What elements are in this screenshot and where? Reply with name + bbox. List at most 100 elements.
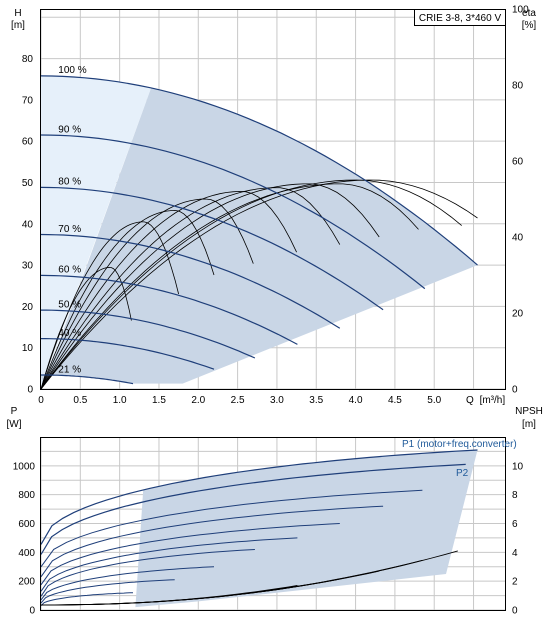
x-tick-label: 4.5 xyxy=(388,395,402,406)
head-curve-label: 60 % xyxy=(58,265,81,276)
head-curve-label: 70 % xyxy=(58,224,81,235)
power-curve-speed xyxy=(40,489,423,568)
y2-axis-label-npsh: NPSH xyxy=(515,406,543,417)
y2-tick-label: 40 xyxy=(512,233,524,244)
head-curve xyxy=(40,274,298,345)
y-tick-label: 70 xyxy=(22,95,34,106)
y-tick-label: 80 xyxy=(22,54,34,65)
efficiency-curve xyxy=(40,183,380,390)
npsh-tick-label: 0 xyxy=(512,606,518,617)
p-tick-label: 400 xyxy=(18,548,35,559)
head-curve-label: 80 % xyxy=(58,177,81,188)
head-curve xyxy=(40,186,384,311)
y2-tick-label: 20 xyxy=(512,309,524,320)
efficiency-curve xyxy=(40,266,132,390)
x-tick-label: 3.0 xyxy=(270,395,284,406)
y2-axis-label-eta: eta xyxy=(522,8,536,19)
legend-p1: P1 (motor+freq.converter) xyxy=(402,439,517,450)
y-tick-label: 40 xyxy=(22,219,34,230)
head-curve-label: 40 % xyxy=(58,328,81,339)
x-tick-label: 5.0 xyxy=(427,395,441,406)
title-box xyxy=(414,9,506,26)
y2-axis-unit-eta: [%] xyxy=(522,20,537,31)
head-curve-label: 100 % xyxy=(58,65,86,76)
y-tick-label: 0 xyxy=(27,385,33,396)
y-axis-label-h: H xyxy=(14,8,21,19)
power-curve-speed xyxy=(40,566,215,601)
y2-axis-unit-npsh: [m] xyxy=(522,419,536,430)
power-area xyxy=(135,450,478,608)
top-ticks: 0 0.5 1.0 1.5 2.0 2.5 3.0 3.5 4.0 4.5 5.0 0 10 20 30 40… xyxy=(22,5,529,407)
npsh-tick-label: 10 xyxy=(512,461,524,472)
p-tick-label: 0 xyxy=(29,606,35,617)
head-curve-label: 21 % xyxy=(58,364,81,375)
npsh-tick-label: 8 xyxy=(512,490,518,501)
head-curve-label: 50 % xyxy=(58,299,81,310)
power-curve-speed xyxy=(40,549,255,597)
head-efficiency-panel: 100 % 90 % 80 % 70 % 60 % 50 % 40 % 21 % 0 0.5 1.… xyxy=(11,5,536,407)
power-curve-speed xyxy=(40,523,340,586)
y-axis-unit-p: [W] xyxy=(7,419,22,430)
head-curve xyxy=(40,233,341,329)
x-tick-label: 0 xyxy=(38,395,44,406)
npsh-tick-label: 6 xyxy=(512,519,518,530)
head-curves: 100 % 90 % 80 % 70 % 60 % 50 % 40 % 21 % xyxy=(40,65,478,385)
efficiency-curve xyxy=(40,190,297,390)
y-tick-label: 50 xyxy=(22,178,34,189)
chart-title: CRIE 3-8, 3*460 V xyxy=(419,13,502,24)
head-curve xyxy=(41,338,215,370)
head-curve xyxy=(41,309,256,359)
y-tick-label: 60 xyxy=(22,137,34,148)
x-tick-label: 0.5 xyxy=(73,395,87,406)
head-curve xyxy=(40,134,426,290)
npsh-curve xyxy=(40,585,298,606)
bottom-ticks: 0 200 400 600 800 1000 0 2 4 6 8 10 xyxy=(13,461,524,616)
efficiency-curve xyxy=(40,209,215,390)
y2-tick-label: 60 xyxy=(512,157,524,168)
y-tick-label: 10 xyxy=(22,343,34,354)
power-curve-speed xyxy=(40,505,384,578)
y-tick-label: 20 xyxy=(22,302,34,313)
power-curve xyxy=(40,449,478,545)
x-tick-label: 1.0 xyxy=(113,395,127,406)
head-curve xyxy=(40,75,478,266)
y-axis-unit-h: [m] xyxy=(11,20,25,31)
p-tick-label: 200 xyxy=(18,577,35,588)
y2-tick-label: 100 xyxy=(512,5,529,16)
y-tick-label: 30 xyxy=(22,261,34,272)
x-axis-label: Q xyxy=(466,395,474,406)
efficiency-curve xyxy=(40,198,254,390)
p-tick-label: 1000 xyxy=(13,461,36,472)
legend-p2: P2 xyxy=(456,468,469,479)
top-plot-frame xyxy=(40,9,506,390)
x-axis-label-q: Q [m³/h] xyxy=(466,395,505,406)
x-tick-label: 4.0 xyxy=(349,395,363,406)
y2-tick-label: 80 xyxy=(512,81,524,92)
efficiency-curve xyxy=(40,179,478,390)
efficiency-curve xyxy=(40,183,419,390)
y2-tick-label: 0 xyxy=(512,385,518,396)
x-tick-label: 2.5 xyxy=(231,395,245,406)
bottom-plot-frame xyxy=(40,437,506,611)
npsh-curves xyxy=(40,550,458,606)
x-tick-label: 1.5 xyxy=(152,395,166,406)
power-curve-speed xyxy=(40,537,298,592)
power-curve xyxy=(40,463,466,555)
x-axis-unit: [m³/h] xyxy=(480,395,506,406)
head-curve xyxy=(41,374,134,385)
power-curve-speed xyxy=(40,579,175,604)
power-curves xyxy=(40,449,478,607)
npsh-tick-label: 2 xyxy=(512,577,518,588)
npsh-tick-label: 4 xyxy=(512,548,518,559)
bottom-areas xyxy=(135,450,478,608)
head-curve-label: 90 % xyxy=(58,124,81,135)
y-axis-label-p: P xyxy=(11,406,18,417)
x-tick-label: 3.5 xyxy=(309,395,323,406)
power-curve-speed xyxy=(40,592,134,607)
efficiency-curve xyxy=(40,179,462,390)
p-tick-label: 800 xyxy=(18,490,35,501)
x-tick-label: 2.0 xyxy=(191,395,205,406)
p-tick-label: 600 xyxy=(18,519,35,530)
